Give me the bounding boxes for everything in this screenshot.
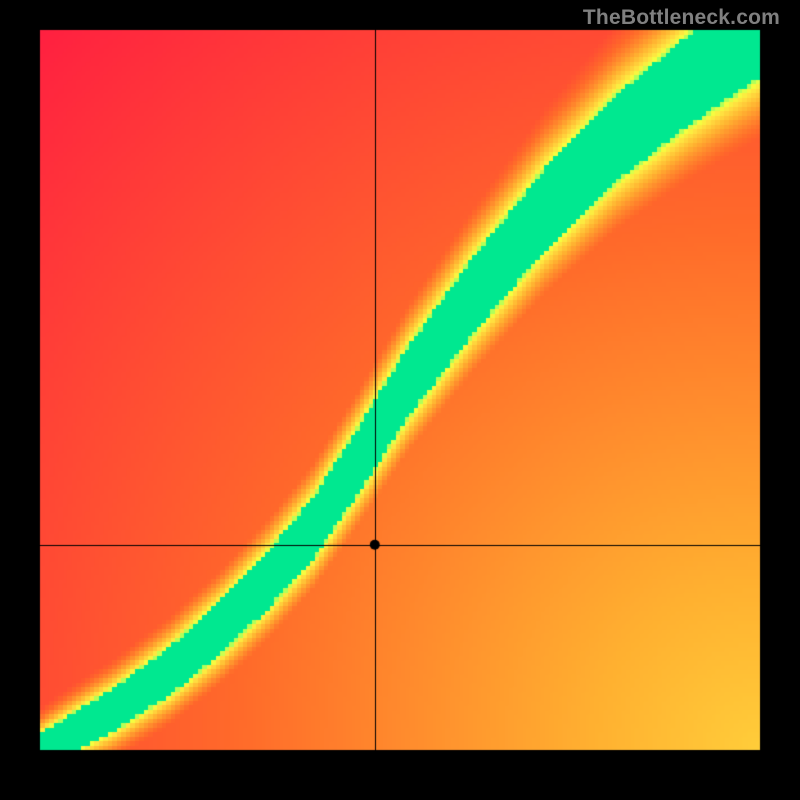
chart-container: { "watermark": { "text": "TheBottleneck.… <box>0 0 800 800</box>
bottleneck-heatmap <box>0 0 800 800</box>
watermark-text: TheBottleneck.com <box>583 6 780 30</box>
